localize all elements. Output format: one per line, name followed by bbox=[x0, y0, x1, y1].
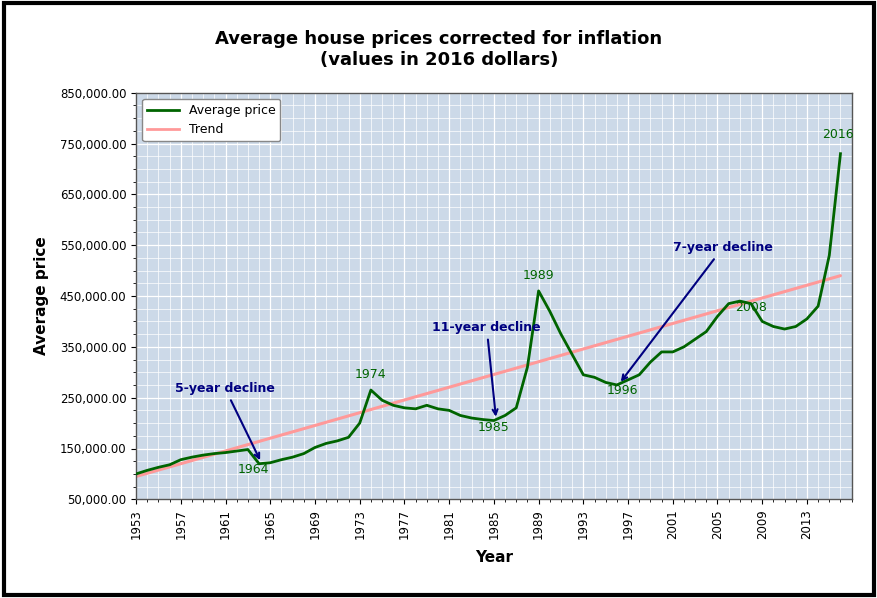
Text: Average house prices corrected for inflation
(values in 2016 dollars): Average house prices corrected for infla… bbox=[215, 30, 662, 69]
Legend: Average price, Trend: Average price, Trend bbox=[142, 99, 280, 141]
Text: 11-year decline: 11-year decline bbox=[431, 321, 540, 414]
Text: 5-year decline: 5-year decline bbox=[175, 382, 275, 458]
X-axis label: Year: Year bbox=[474, 550, 512, 565]
Text: 1996: 1996 bbox=[606, 384, 638, 396]
Text: 2016: 2016 bbox=[822, 128, 853, 141]
Text: 2008: 2008 bbox=[734, 301, 766, 314]
Text: 1974: 1974 bbox=[354, 368, 386, 382]
Text: 1989: 1989 bbox=[522, 269, 553, 282]
Text: 1964: 1964 bbox=[238, 463, 269, 476]
Text: 7-year decline: 7-year decline bbox=[622, 241, 772, 380]
Y-axis label: Average price: Average price bbox=[33, 237, 48, 355]
Text: 1985: 1985 bbox=[477, 421, 510, 434]
